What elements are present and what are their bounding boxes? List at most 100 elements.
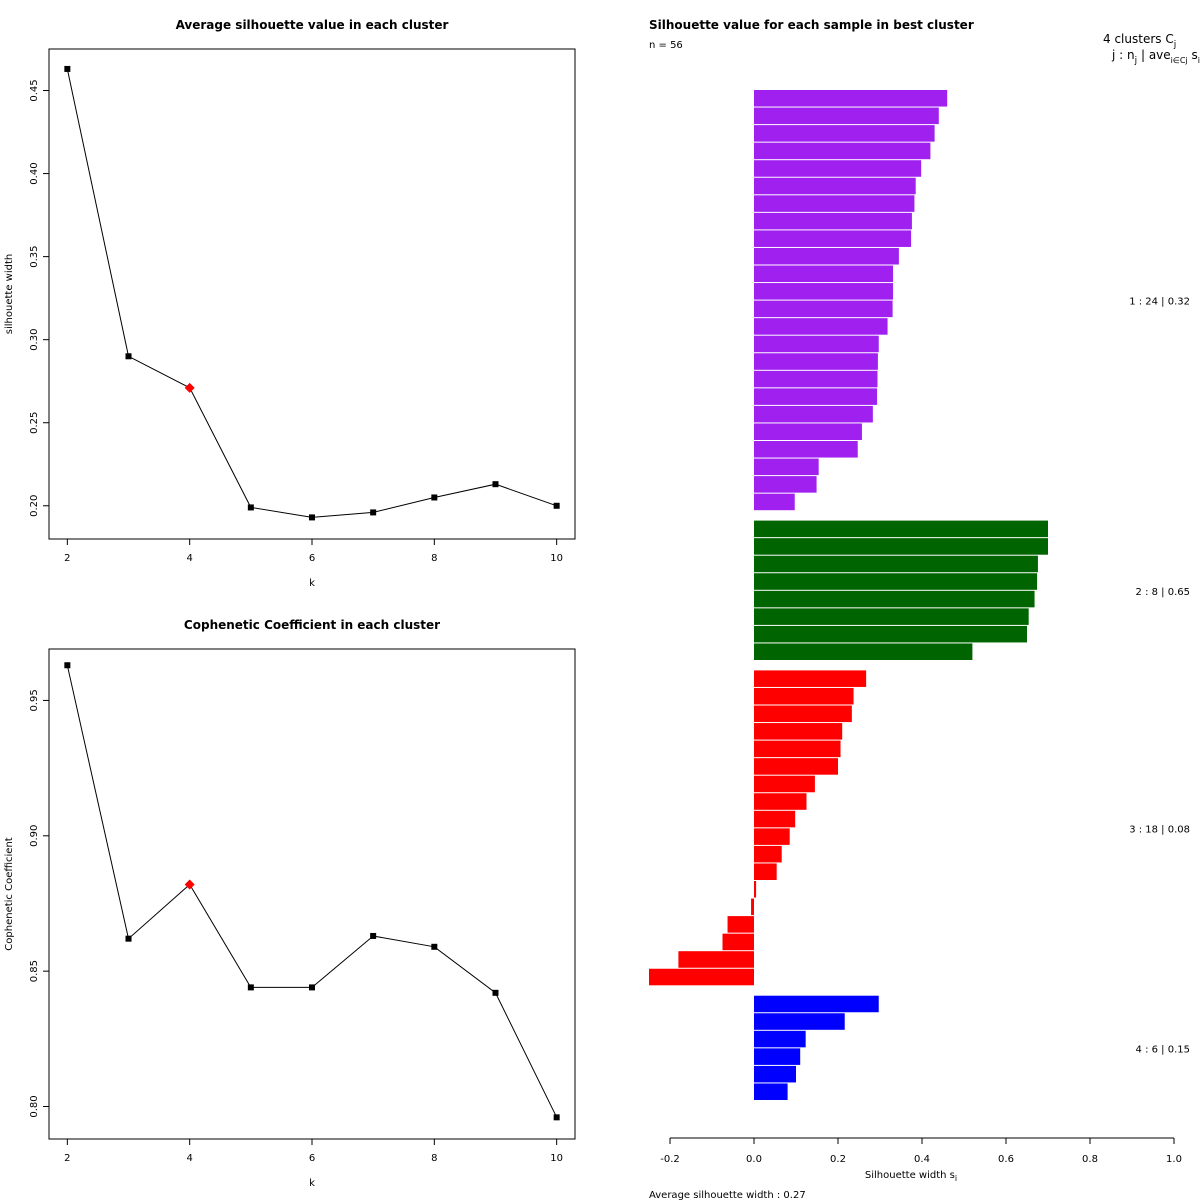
chart-title: Average silhouette value in each cluster xyxy=(176,18,449,32)
y-tick-label: 0.20 xyxy=(29,495,40,517)
x-axis-label: Silhouette width si xyxy=(865,1170,957,1183)
y-tick-label: 0.95 xyxy=(29,689,40,711)
cluster-label: 1 : 24 | 0.32 xyxy=(1129,297,1190,308)
silhouette-bar xyxy=(754,318,888,335)
series-points xyxy=(64,65,560,521)
cluster-label: 4 : 6 | 0.15 xyxy=(1136,1044,1190,1055)
silhouette-bar xyxy=(754,863,777,880)
data-point xyxy=(431,494,438,501)
silhouette-bar xyxy=(754,353,878,370)
axis-ticks: 2 4 6 8 10 0.80 0.85 0.90 0.95 xyxy=(29,689,563,1164)
x-tick-label: 0.8 xyxy=(1082,1154,1098,1165)
silhouette-bar xyxy=(754,230,912,247)
silhouette-bar xyxy=(754,476,817,493)
silhouette-bar xyxy=(754,828,790,845)
silhouette-bar xyxy=(754,723,843,740)
cluster-header-line1: 4 clusters Cj xyxy=(1103,32,1176,50)
silhouette-bar xyxy=(754,995,879,1013)
y-tick-label: 0.25 xyxy=(29,412,40,434)
x-tick-label: 1.0 xyxy=(1166,1154,1182,1165)
silhouette-bar xyxy=(754,423,862,440)
silhouette-bar xyxy=(754,142,931,160)
x-tick-label: 6 xyxy=(309,553,315,564)
silhouette-bar xyxy=(754,107,939,125)
axis-ticks: 2 4 6 8 10 0.20 0.25 0.30 0.35 0.40 0.45 xyxy=(29,79,563,564)
silhouette-bar xyxy=(754,195,915,212)
silhouette-bar xyxy=(678,951,754,968)
data-point xyxy=(492,481,499,488)
x-tick-label: 10 xyxy=(550,1153,563,1164)
x-tick-label: -0.2 xyxy=(660,1154,680,1165)
x-axis: -0.2 0.0 0.2 0.4 0.6 0.8 1.0 xyxy=(660,1137,1182,1165)
data-point xyxy=(492,989,499,996)
y-tick-label: 0.40 xyxy=(29,162,40,184)
silhouette-bar xyxy=(754,90,948,107)
silhouette-bar xyxy=(754,458,819,476)
data-point xyxy=(431,943,438,950)
silhouette-bar xyxy=(754,687,854,705)
series-line xyxy=(66,68,557,518)
silhouette-bar xyxy=(722,933,754,951)
series-points xyxy=(64,662,560,1121)
silhouette-bar xyxy=(754,265,894,283)
silhouette-bar xyxy=(754,881,757,898)
data-point xyxy=(125,935,132,942)
silhouette-bar xyxy=(754,493,795,511)
bars xyxy=(649,90,1048,1100)
y-tick-label: 0.35 xyxy=(29,245,40,267)
silhouette-bar xyxy=(754,1013,845,1030)
cluster-label: 2 : 8 | 0.65 xyxy=(1136,587,1190,598)
silhouette-bar xyxy=(649,968,754,986)
x-tick-label: 0.6 xyxy=(998,1154,1014,1165)
silhouette-bar xyxy=(754,125,935,142)
x-tick-label: 0.0 xyxy=(746,1154,762,1165)
data-point xyxy=(247,984,254,991)
silhouette-bar xyxy=(754,555,1038,573)
silhouette-bar xyxy=(754,608,1029,625)
silhouette-bar xyxy=(754,643,973,660)
data-point xyxy=(309,514,315,521)
silhouette-bar xyxy=(754,670,867,687)
silhouette-bar xyxy=(754,370,878,388)
silhouette-bar xyxy=(754,740,841,758)
x-tick-label: 4 xyxy=(186,1153,192,1164)
x-tick-label: 8 xyxy=(431,553,437,564)
data-point xyxy=(247,504,254,511)
chart-title: Cophenetic Coefficient in each cluster xyxy=(184,618,440,632)
silhouette-bar xyxy=(754,247,899,265)
x-tick-label: 4 xyxy=(186,553,192,564)
y-axis-label: Cophenetic Coefficient xyxy=(4,837,15,950)
data-point xyxy=(309,984,315,991)
cophenetic-line-chart: Cophenetic Coefficient in each cluster 2… xyxy=(4,618,576,1189)
cluster-label: 3 : 18 | 0.08 xyxy=(1129,824,1190,835)
data-point xyxy=(370,932,377,939)
highlight-point xyxy=(184,879,195,890)
silhouette-bar xyxy=(754,775,815,793)
silhouette-bar xyxy=(754,1065,796,1083)
silhouette-bar xyxy=(754,283,894,300)
x-axis-label: k xyxy=(309,1178,315,1189)
silhouette-bar xyxy=(754,335,879,353)
silhouette-bar xyxy=(754,405,873,423)
data-point xyxy=(64,65,71,72)
silhouette-bar xyxy=(754,177,916,195)
cluster-header-line2: j : nj | avei∈Cj si xyxy=(1111,48,1200,66)
data-point xyxy=(553,502,560,509)
data-point xyxy=(553,1114,560,1121)
silhouette-bar xyxy=(754,520,1048,538)
sample-count: n = 56 xyxy=(649,40,683,51)
plot-frame xyxy=(48,48,576,540)
data-point xyxy=(64,662,71,669)
highlight-point xyxy=(184,382,195,393)
x-tick-label: 10 xyxy=(550,553,563,564)
silhouette-bar xyxy=(754,810,796,828)
silhouette-bar-plot: Silhouette value for each sample in best… xyxy=(649,18,1200,1200)
x-tick-label: 0.2 xyxy=(830,1154,846,1165)
x-axis-label: k xyxy=(309,578,315,589)
silhouette-bar xyxy=(754,625,1027,643)
silhouette-bar xyxy=(754,1083,788,1100)
data-point xyxy=(125,353,132,360)
x-tick-label: 2 xyxy=(64,553,70,564)
x-tick-label: 2 xyxy=(64,1153,70,1164)
